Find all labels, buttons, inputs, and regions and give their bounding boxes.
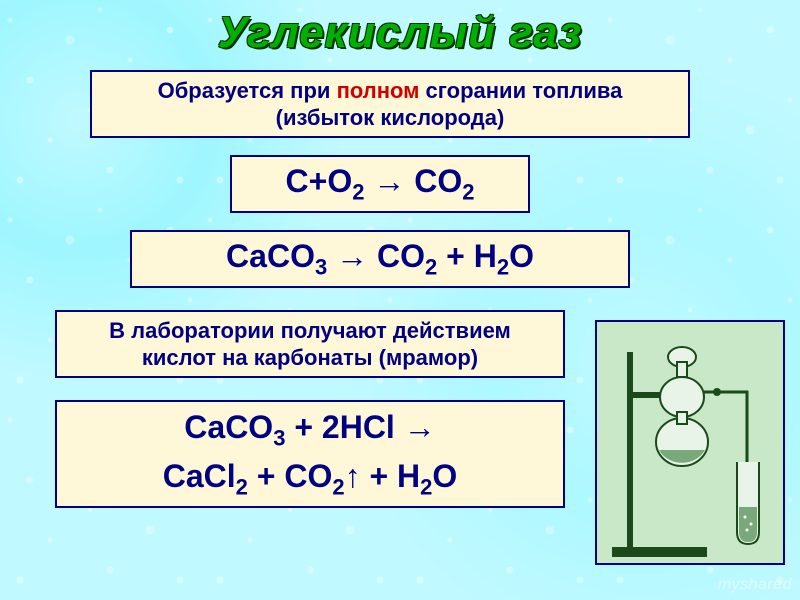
- eq2-h-sub: 2: [497, 254, 509, 279]
- eq3-l2d: O: [432, 458, 457, 494]
- desc2-line1: В лаборатории получают действием: [109, 318, 511, 343]
- equation-box-1: С+O2 → СO2: [230, 155, 530, 213]
- eq2-co-sub: 2: [425, 254, 437, 279]
- page-title: Углекислый газ: [218, 8, 582, 58]
- eq1-arrow: →: [364, 163, 414, 199]
- desc2-line2: кислот на карбонаты (мрамор): [142, 345, 478, 370]
- eq3-l2up: ↑: [345, 458, 361, 494]
- eq2-co: CO: [377, 238, 425, 274]
- eq3-l2c: + H: [361, 458, 421, 494]
- equation-box-3: CaCO3 + 2HCl → CaCl2 + CO2↑ + H2O: [55, 400, 565, 508]
- eq3-l2c-sub: 2: [420, 474, 432, 499]
- apparatus-svg: [597, 322, 787, 567]
- eq3-l2b: + CO: [248, 458, 332, 494]
- eq2-o: O: [509, 238, 534, 274]
- desc1-highlight: полном: [337, 78, 420, 103]
- description-box-1: Образуется при полном сгорании топлива (…: [90, 70, 690, 138]
- eq3-l2a: CaCl: [163, 458, 236, 494]
- description-1-text: Образуется при полном сгорании топлива (…: [158, 77, 623, 132]
- eq3-l1b: + 2HCl →: [285, 409, 435, 445]
- eq3-l1a-sub: 3: [273, 425, 285, 450]
- equation-1: С+O2 → СO2: [286, 163, 475, 205]
- equation-3: CaCO3 + 2HCl → CaCl2 + CO2↑ + H2O: [163, 405, 458, 503]
- apparatus-diagram: [595, 320, 785, 565]
- description-2-text: В лаборатории получают действием кислот …: [109, 317, 511, 372]
- desc1-post: сгорании топлива: [419, 78, 622, 103]
- eq1-lhs: С+O: [286, 163, 353, 199]
- eq3-l1a: CaCO: [184, 409, 273, 445]
- eq2-h: H: [474, 238, 497, 274]
- desc1-line2: (избыток кислорода): [276, 105, 505, 130]
- eq2-caco-sub: 3: [315, 254, 327, 279]
- watermark: myshared: [718, 576, 792, 594]
- equation-box-2: CaCO3 → CO2 + H2O: [130, 230, 630, 288]
- eq2-plus: +: [437, 238, 473, 274]
- eq2-arrow: →: [327, 238, 377, 274]
- eq1-o2sub: 2: [352, 179, 364, 204]
- eq1-rhs: СO: [414, 163, 462, 199]
- desc1-pre: Образуется при: [158, 78, 337, 103]
- description-box-2: В лаборатории получают действием кислот …: [55, 310, 565, 378]
- eq1-co2sub: 2: [462, 179, 474, 204]
- equation-2: CaCO3 → CO2 + H2O: [226, 238, 534, 280]
- eq3-l2b-sub: 2: [332, 474, 344, 499]
- eq3-l2a-sub: 2: [236, 474, 248, 499]
- eq2-caco: CaCO: [226, 238, 315, 274]
